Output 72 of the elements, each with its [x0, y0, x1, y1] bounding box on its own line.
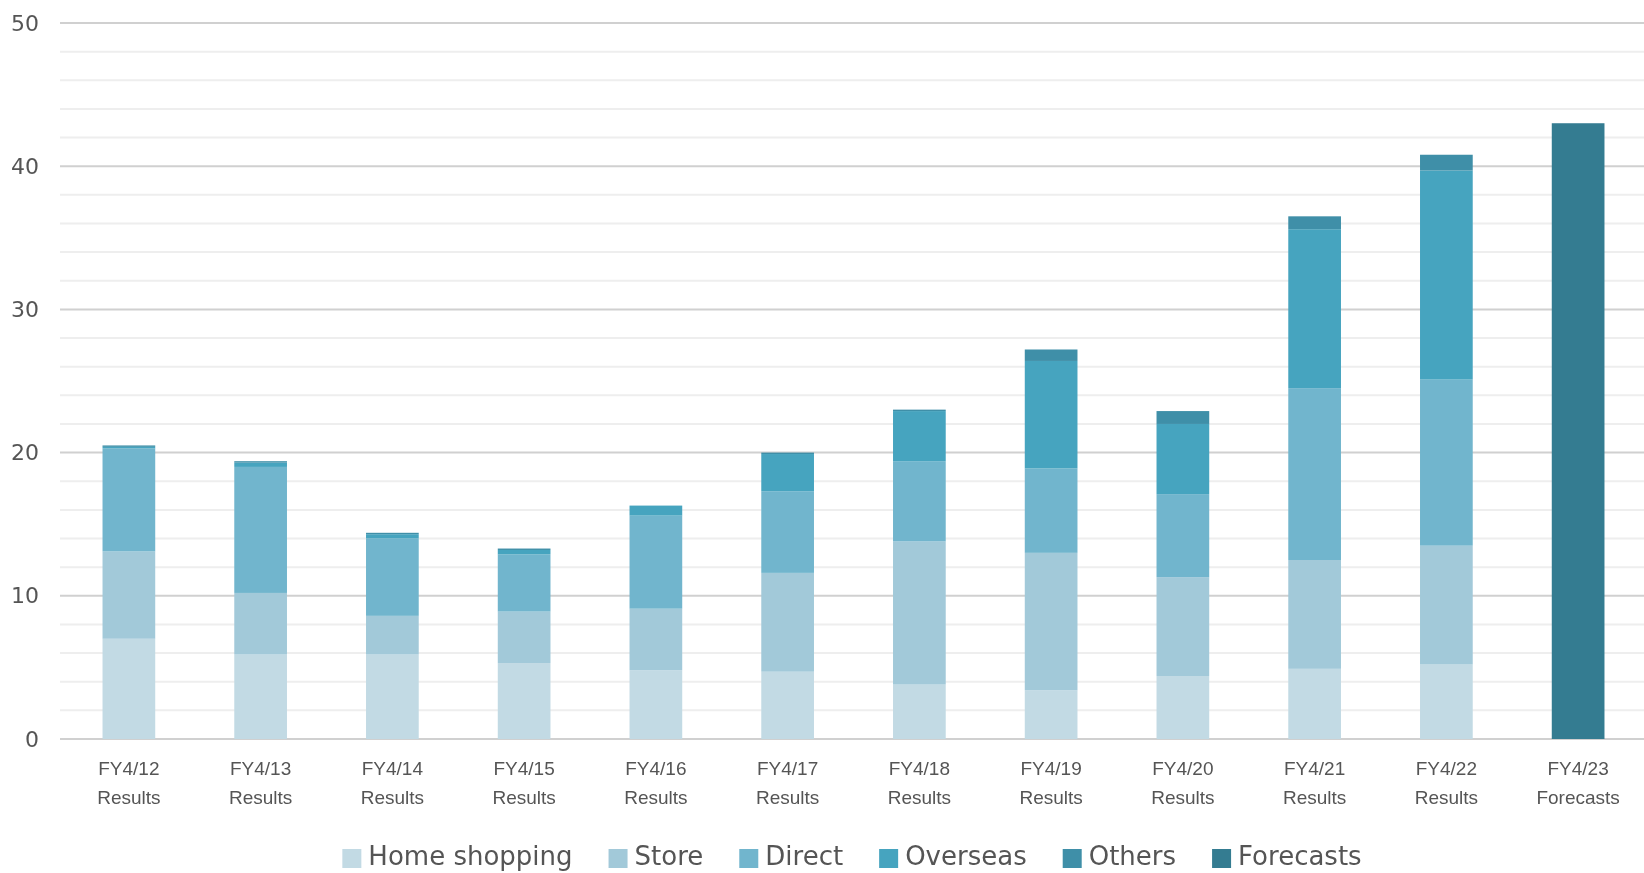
bar: [629, 505, 683, 516]
bar: [234, 466, 287, 593]
bar: [1288, 216, 1341, 230]
x-tick-label: FY4/20 Results: [1151, 758, 1215, 808]
bar: [497, 663, 551, 739]
legend-label: Overseas: [905, 841, 1027, 871]
bar: [1024, 349, 1078, 361]
legend-label: Others: [1088, 841, 1177, 871]
bar: [102, 551, 156, 639]
bar: [761, 491, 814, 573]
bar: [761, 572, 814, 672]
bar: [102, 448, 156, 552]
bar: [1024, 468, 1078, 553]
bar: [497, 611, 551, 664]
bar: [234, 462, 287, 467]
bar: [1420, 154, 1473, 171]
bar: [1156, 494, 1210, 578]
bar: [234, 654, 287, 739]
y-tick-label: 20: [11, 440, 39, 466]
bar: [893, 684, 946, 739]
x-tick-label: FY4/14 Results: [360, 758, 425, 808]
bar: [1288, 668, 1341, 739]
legend-label: Forecasts: [1238, 841, 1362, 871]
bar: [893, 461, 946, 542]
legend-label: Store: [634, 841, 704, 871]
x-tick-label: FY4/13 Results: [228, 758, 293, 808]
bar: [1420, 545, 1473, 665]
bar: [893, 411, 946, 462]
legend-label: Direct: [765, 841, 844, 871]
bar: [629, 670, 683, 739]
x-tick-label: FY4/18 Results: [887, 758, 952, 808]
bar: [1551, 123, 1605, 739]
y-tick-label: 10: [11, 583, 39, 609]
bar: [1156, 675, 1210, 739]
y-tick-label: 30: [11, 296, 39, 322]
x-tick-label: FY4/15 Results: [492, 758, 556, 808]
x-tick-label: FY4/12 Results: [97, 758, 161, 808]
x-tick-label: FY4/21 Results: [1282, 758, 1347, 808]
bar: [497, 554, 551, 612]
bar: [1024, 552, 1078, 691]
bar: [102, 638, 156, 739]
bar: [761, 454, 814, 492]
bar: [234, 592, 287, 655]
x-tick-label: FY4/22 Results: [1414, 758, 1479, 808]
bar: [629, 515, 683, 609]
x-tick-label: FY4/17 Results: [755, 758, 820, 808]
bar: [366, 654, 419, 739]
bar: [366, 615, 419, 655]
bar: [1156, 577, 1210, 676]
bar: [1288, 388, 1341, 560]
bar: [366, 538, 419, 616]
bar: [1156, 411, 1210, 424]
bar: [893, 541, 946, 685]
x-tick-label: FY4/23 Forecasts: [1536, 758, 1620, 808]
bar: [366, 534, 419, 539]
y-tick-label: 50: [11, 10, 39, 36]
bar: [1024, 360, 1078, 469]
y-tick-label: 40: [11, 153, 39, 179]
x-tick-label: FY4/19 Results: [1019, 758, 1083, 808]
bar: [1288, 229, 1341, 389]
bar: [1156, 423, 1210, 495]
y-tick-label: 0: [25, 726, 39, 752]
legend-label: Home shopping: [368, 841, 573, 871]
bar: [1420, 170, 1473, 380]
bar: [497, 549, 551, 555]
bar: [1288, 560, 1341, 669]
x-tick-label: FY4/16 Results: [624, 758, 688, 808]
bar: [1024, 690, 1078, 739]
bar: [1420, 664, 1473, 739]
bar: [1420, 379, 1473, 546]
bar: [761, 671, 814, 739]
bar: [629, 608, 683, 671]
